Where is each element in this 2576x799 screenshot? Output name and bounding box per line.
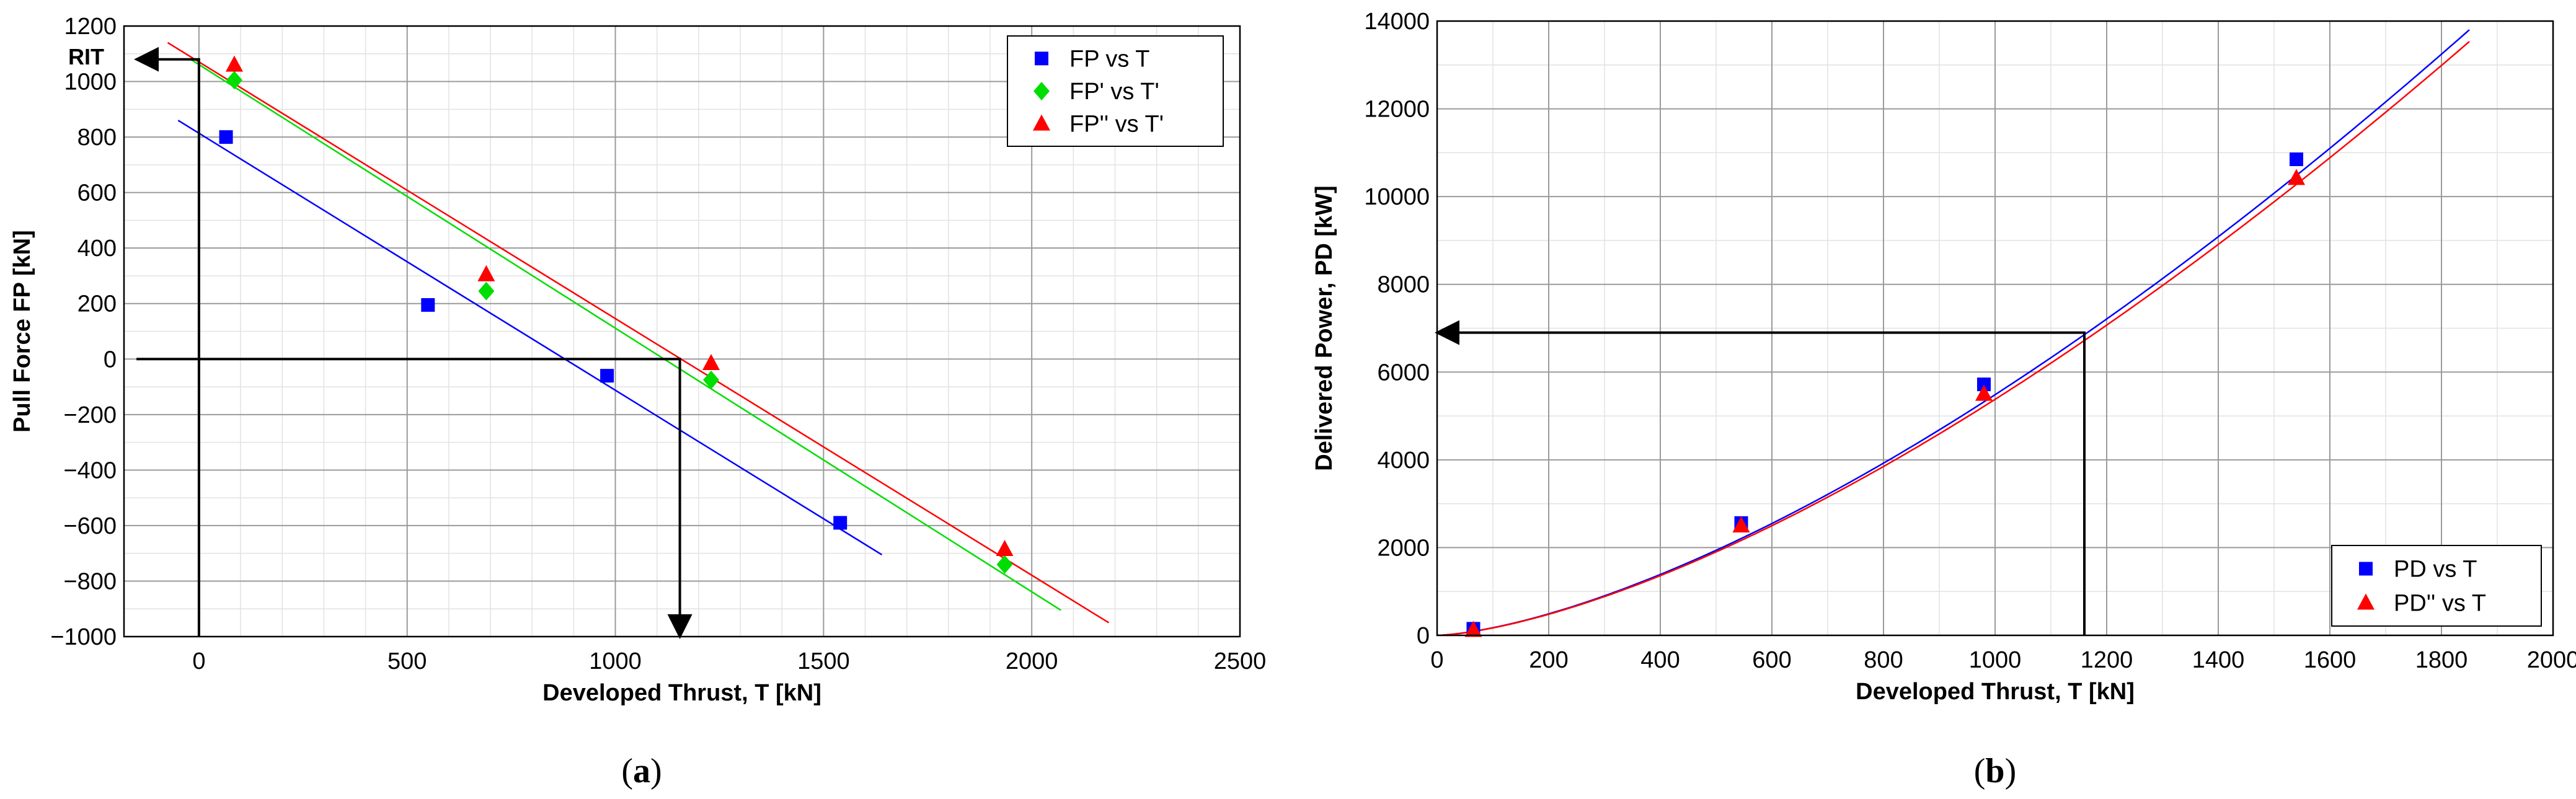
arrow — [1435, 320, 2086, 635]
legend-marker — [2359, 562, 2373, 576]
y-tick-label: 12000 — [1364, 97, 1430, 123]
data-point — [219, 130, 233, 144]
y-tick-label: 4000 — [1377, 448, 1430, 474]
x-tick-label: 400 — [1640, 647, 1680, 673]
y-tick-label: −800 — [63, 568, 117, 594]
x-tick-label: 1400 — [2192, 647, 2245, 673]
data-point — [996, 555, 1013, 574]
y-tick-label: −1000 — [50, 624, 117, 650]
legend-label: PD'' vs T — [2394, 591, 2486, 617]
y-tick-label: −600 — [63, 513, 117, 539]
legend-label: FP vs T — [1069, 46, 1150, 72]
legend-marker — [1033, 82, 1050, 100]
y-tick-label: 10000 — [1364, 184, 1430, 210]
panel-a: 0 500 1000 1500 2000 250012001000800600400200… — [9, 14, 1266, 790]
data-point — [1732, 516, 1750, 533]
x-tick-label: 0 — [1430, 647, 1443, 673]
y-tick-label: 14000 — [1364, 9, 1430, 35]
x-tick-label: 1500 — [797, 648, 850, 674]
data-point — [421, 298, 435, 312]
x-tick-label: 800 — [1864, 647, 1903, 673]
fit-line — [167, 42, 1110, 624]
x-tick-label: 1000 — [589, 648, 642, 674]
legend-box — [2331, 545, 2542, 627]
x-tick-label: 600 — [1752, 647, 1791, 673]
rit-annotation: RIT — [68, 44, 104, 69]
legend-marker — [1035, 51, 1048, 66]
data-point — [703, 370, 720, 389]
legend-marker — [1033, 114, 1050, 131]
caption-letter: b — [1985, 752, 2004, 790]
caption-letter: a — [633, 752, 650, 790]
y-tick-label: 600 — [77, 180, 117, 206]
y-tick-label: 0 — [1417, 623, 1430, 649]
y-tick-label: 200 — [77, 291, 117, 317]
data-point — [996, 539, 1014, 556]
caption-paren: ) — [2005, 752, 2017, 790]
panel-caption: (a) — [621, 752, 662, 790]
x-tick-label: 1200 — [2081, 647, 2133, 673]
x-tick-label: 1000 — [1969, 647, 2022, 673]
grid — [124, 25, 1241, 637]
arrow — [134, 46, 200, 637]
y-tick-label: 0 — [104, 347, 117, 373]
x-tick-label: 0 — [192, 648, 205, 674]
x-tick-label: 500 — [387, 648, 427, 674]
legend-label: FP' vs T' — [1069, 79, 1159, 105]
data-point — [477, 265, 495, 281]
fit-line — [177, 120, 883, 555]
y-axis-label: Delivered Power, PD [kW] — [1311, 185, 1337, 470]
legend-label: PD vs T — [2394, 557, 2477, 583]
y-tick-label: 400 — [77, 236, 117, 262]
legend-marker — [2357, 593, 2375, 610]
data-point — [1975, 384, 1993, 401]
x-tick-label: 1800 — [2415, 647, 2468, 673]
caption-paren: ) — [650, 752, 662, 790]
x-tick-label: 2000 — [2527, 647, 2576, 673]
x-tick-label: 2500 — [1214, 648, 1267, 674]
arrow — [136, 358, 693, 639]
data-point — [225, 55, 243, 72]
grid — [1436, 20, 2554, 636]
legend: PD vs T PD'' vs T — [2331, 545, 2542, 627]
legend: FP vs T FP' vs T' FP'' vs T' — [1007, 35, 1224, 147]
data-point — [1464, 620, 1482, 637]
x-tick-label: 200 — [1529, 647, 1568, 673]
x-axis-label: Developed Thrust, T [kN] — [1856, 679, 2135, 705]
x-tick-label: 2000 — [1006, 648, 1058, 674]
panel-b: 0 200 400 600 800 1000 1200 1400 1600 1800 2000 140… — [1311, 9, 2576, 790]
axes-frame — [123, 25, 1241, 638]
data-point — [1977, 377, 1991, 392]
y-tick-label: 8000 — [1377, 272, 1430, 298]
data-point — [226, 71, 242, 90]
y-tick-label: 1000 — [64, 69, 117, 95]
data-point — [2290, 152, 2303, 166]
x-tick-label: 1600 — [2304, 647, 2357, 673]
y-tick-label: −400 — [63, 457, 117, 483]
x-axis-label: Developed Thrust, T [kN] — [542, 680, 821, 706]
y-axis-label: Pull Force FP [kN] — [9, 230, 35, 433]
y-tick-label: 1200 — [64, 14, 117, 40]
fit-lines — [167, 42, 1110, 624]
axes-frame — [1436, 20, 2554, 637]
y-tick-label: 6000 — [1377, 360, 1430, 386]
fit-line — [190, 58, 1061, 611]
caption-paren: ( — [1974, 752, 1986, 790]
caption-paren: ( — [621, 752, 633, 790]
panel-caption: (b) — [1974, 752, 2016, 790]
y-tick-label: 2000 — [1377, 535, 1430, 561]
data-point — [702, 353, 720, 370]
legend-label: FP'' vs T' — [1069, 112, 1164, 138]
y-tick-label: −200 — [63, 402, 117, 428]
data-point — [2288, 169, 2305, 185]
data-point — [478, 281, 495, 301]
data-point — [833, 516, 848, 530]
data-point — [600, 369, 614, 383]
y-tick-label: 800 — [77, 125, 117, 151]
